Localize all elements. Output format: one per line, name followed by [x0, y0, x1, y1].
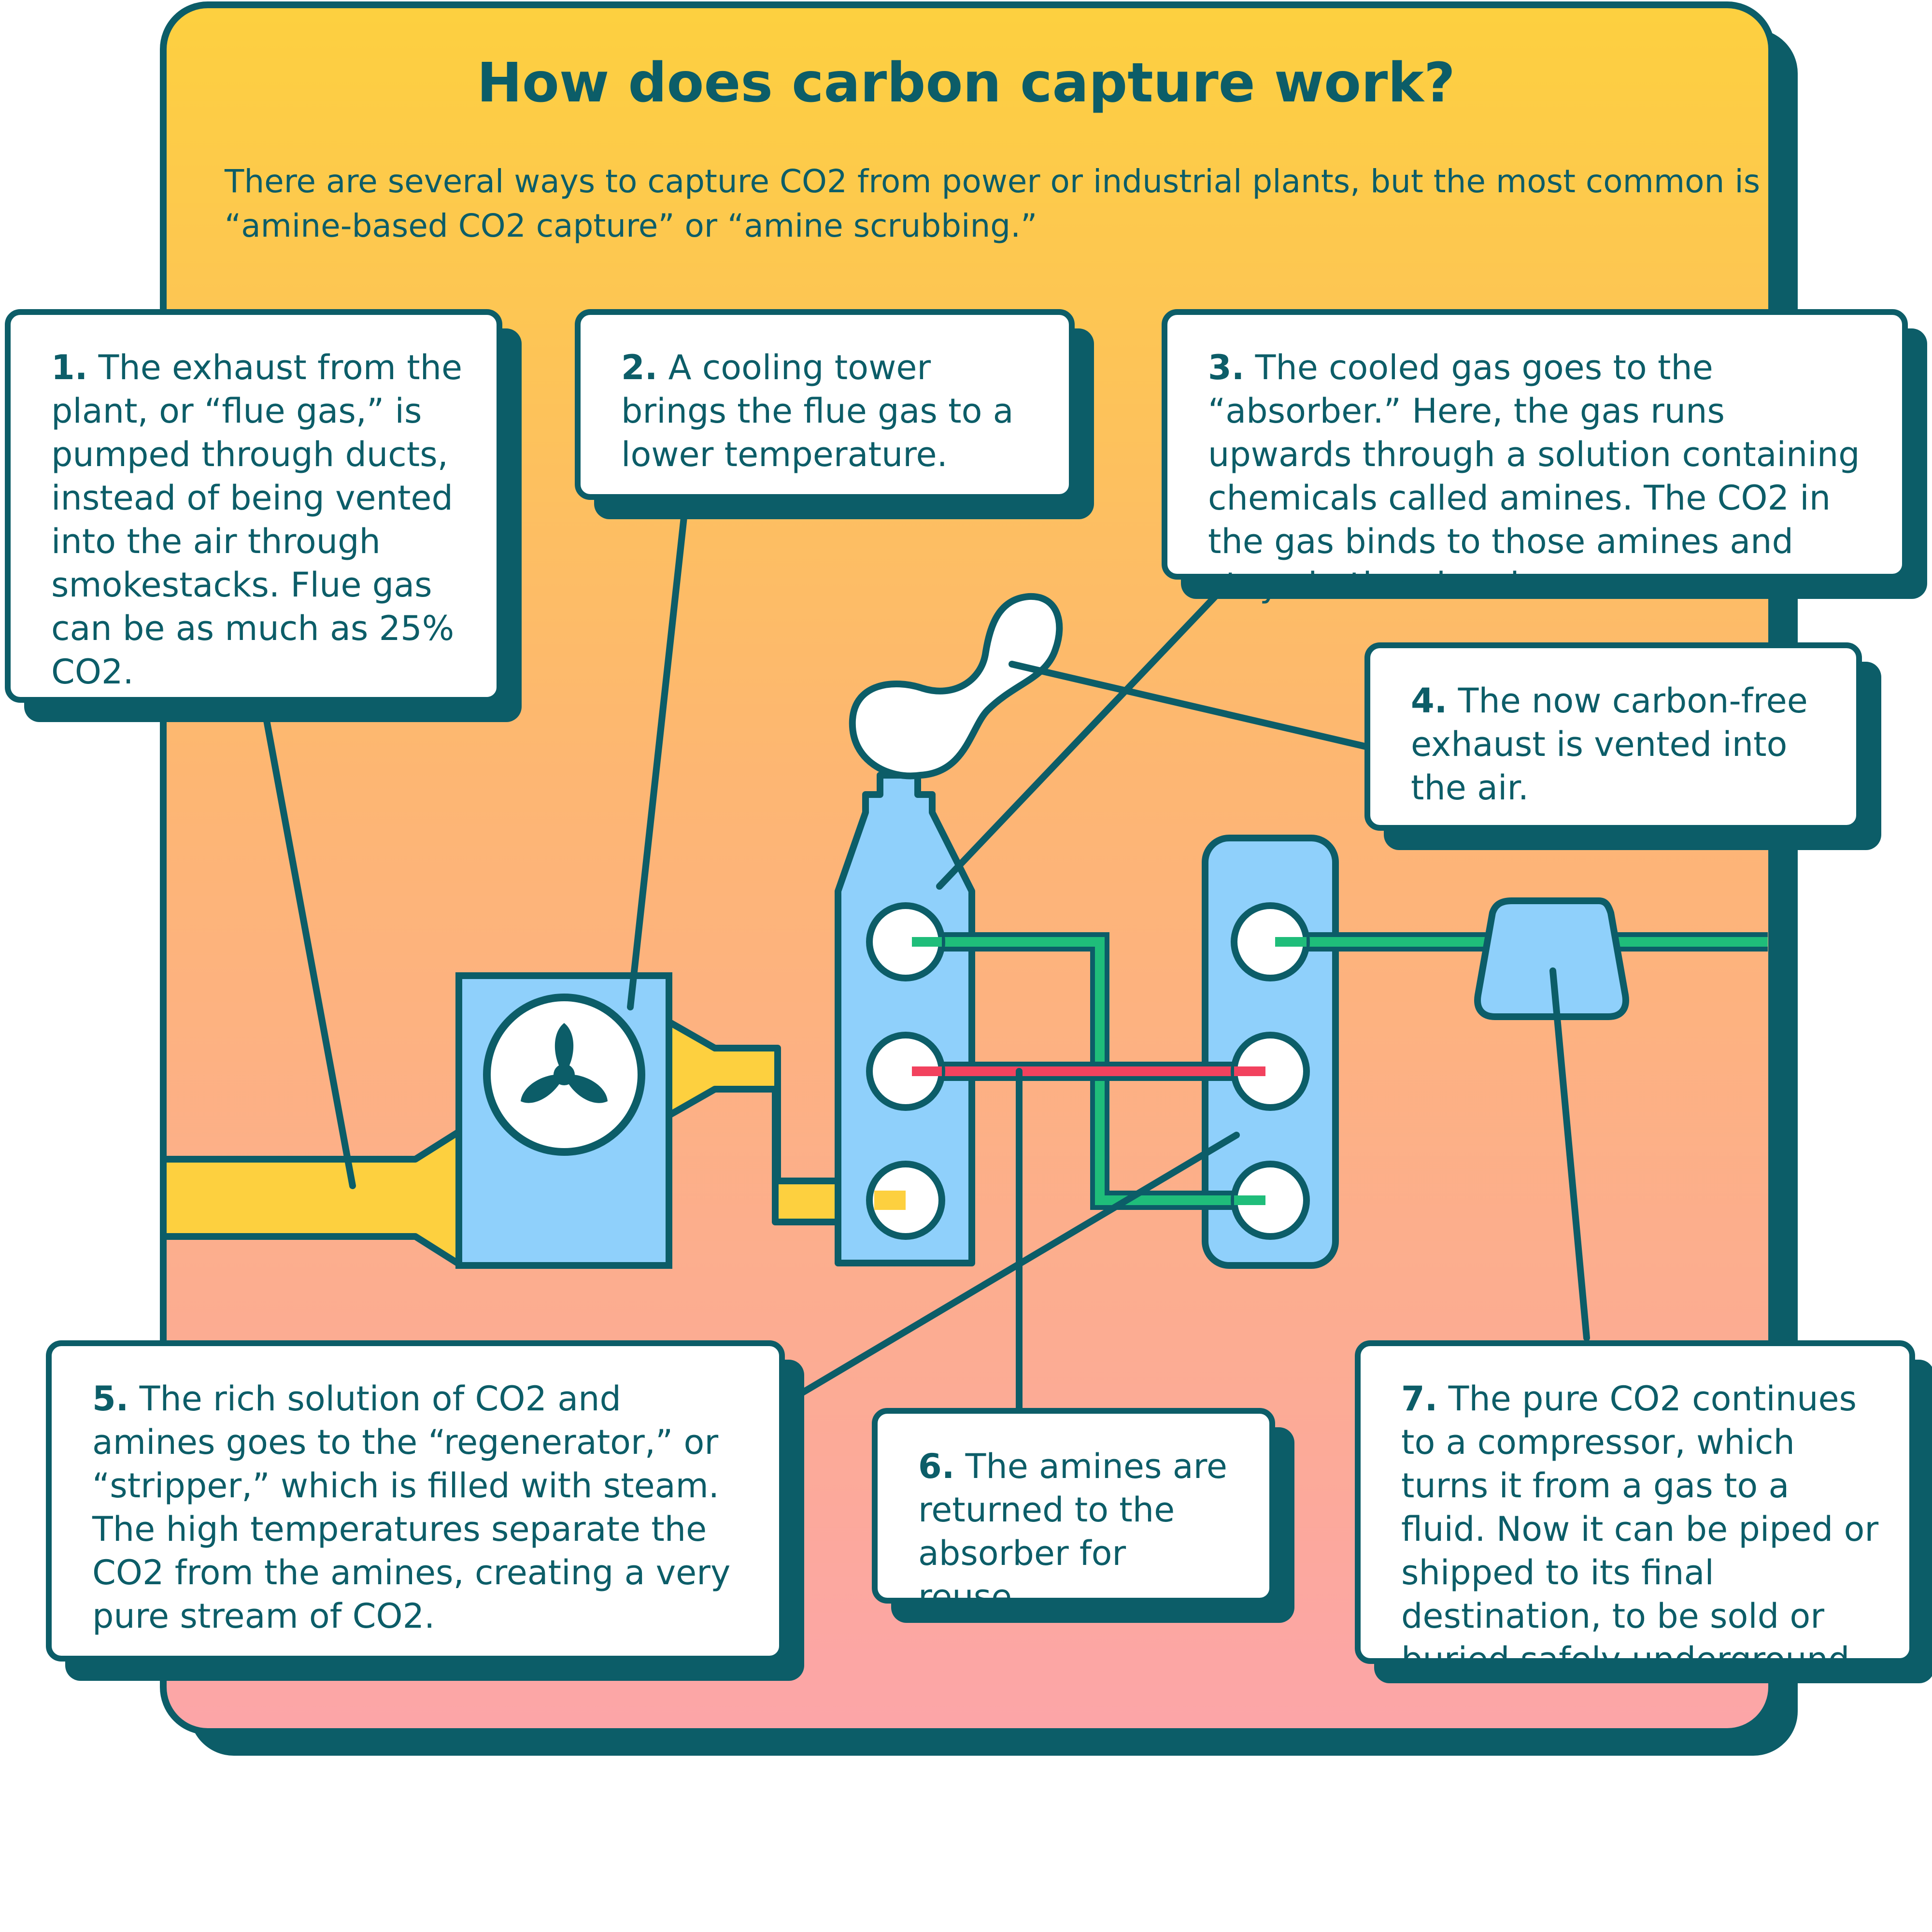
callout-7: 7. The pure CO2 continues to a compresso…	[1355, 1340, 1915, 1679]
leader-lines	[261, 497, 1590, 1411]
callout-number: 4.	[1411, 681, 1448, 721]
callout-number: 6.	[918, 1447, 955, 1486]
callout-body: The pure CO2 continues to a compressor, …	[1401, 1379, 1879, 1679]
leader-line-3	[936, 583, 1228, 890]
leader-line-2	[627, 497, 689, 1010]
callout-7-text: 7. The pure CO2 continues to a compresso…	[1401, 1377, 1880, 1681]
callout-5: 5. The rich solution of CO2 and amines g…	[46, 1340, 785, 1662]
callout-3: 3. The cooled gas goes to the “absorber.…	[1162, 309, 1908, 605]
compressor	[1474, 897, 1629, 1020]
callout-6-text: 6. The amines are returned to the absorb…	[918, 1445, 1240, 1619]
callout-4: 4. The now carbon-free exhaust is vented…	[1364, 642, 1862, 831]
callout-6: 6. The amines are returned to the absorb…	[872, 1408, 1275, 1617]
callout-3-text: 3. The cooled gas goes to the “absorber.…	[1208, 346, 1873, 607]
regenerator-ports	[1231, 902, 1310, 1240]
leader-line-7	[1549, 967, 1590, 1341]
callout-body: The amines are returned to the absorber …	[918, 1447, 1227, 1617]
callout-2: 2. A cooling tower brings the flue gas t…	[575, 309, 1075, 500]
callout-1: 1. The exhaust from the plant, or “flue …	[5, 309, 502, 703]
fan-icon	[521, 1023, 608, 1103]
callout-body: The now carbon-free exhaust is vented in…	[1411, 681, 1808, 808]
leader-line-4	[1009, 661, 1368, 750]
callout-number: 2.	[621, 348, 658, 387]
callout-2-text: 2. A cooling tower brings the flue gas t…	[621, 346, 1040, 476]
page-title: How does carbon capture work?	[477, 52, 1455, 114]
callout-number: 1.	[51, 348, 88, 387]
callout-number: 5.	[92, 1379, 129, 1419]
intro-text: There are several ways to capture CO2 fr…	[225, 163, 1761, 244]
callout-body: The rich solution of CO2 and amines goes…	[92, 1379, 731, 1636]
callout-body: The exhaust from the plant, or “flue gas…	[51, 348, 463, 692]
callout-body: A cooling tower brings the flue gas to a…	[621, 348, 1014, 474]
callout-4-text: 4. The now carbon-free exhaust is vented…	[1411, 679, 1827, 810]
callout-number: 3.	[1208, 348, 1245, 387]
callout-5-text: 5. The rich solution of CO2 and amines g…	[92, 1377, 750, 1638]
smoke-cloud-icon	[849, 593, 1063, 780]
callout-1-text: 1. The exhaust from the plant, or “flue …	[51, 346, 468, 694]
callout-body: The cooled gas goes to the “absorber.” H…	[1208, 348, 1860, 605]
leader-line-1	[261, 707, 356, 1189]
callout-number: 7.	[1401, 1379, 1438, 1419]
